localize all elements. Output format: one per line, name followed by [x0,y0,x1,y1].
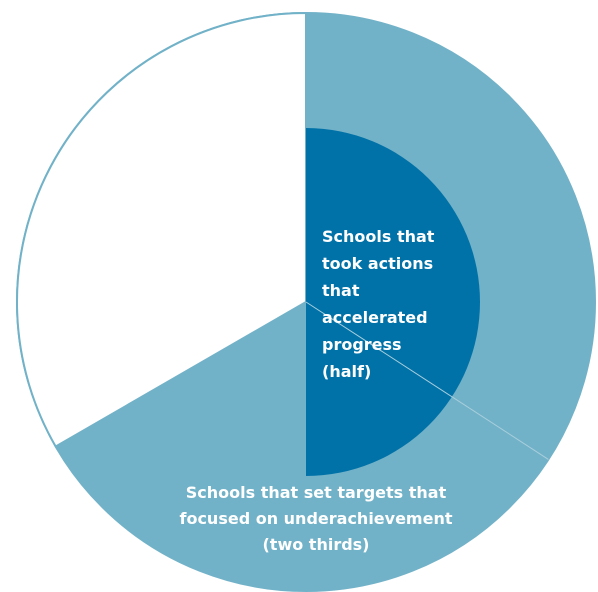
label-line: (half) [322,362,371,381]
inner-half-label: Schools that took actions that accelerated p… [322,227,435,381]
pie-slice-inner-half [306,128,480,476]
label-line: progress [322,335,402,354]
pie-slice-remainder [16,11,307,448]
label-line: focused on underachievement [179,509,452,528]
label-line: took actions [322,254,433,273]
label-line: accelerated [322,308,428,327]
pie-divider [305,301,549,460]
two-thirds-label: Schools that set targets that focused on … [179,483,452,554]
label-line: that [322,281,360,300]
label-line: Schools that set targets that [186,483,447,502]
label-line: Schools that [322,227,435,246]
label-line: (two thirds) [262,535,369,554]
